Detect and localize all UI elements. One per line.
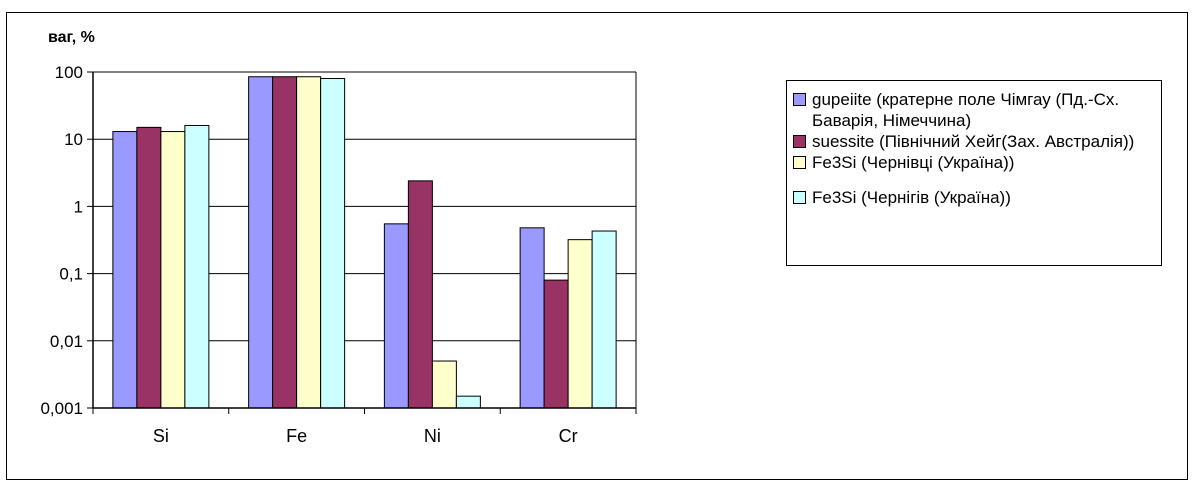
legend-label: gupeiite (кратерне поле Чімгау (Пд.-Сх. … xyxy=(812,90,1120,130)
bar-fe-series-0 xyxy=(248,76,274,409)
x-tick-label: Ni xyxy=(424,426,441,446)
bar-cr-series-2 xyxy=(567,239,593,409)
legend-item-suessite: suessite (Північний Хейг(Зах. Австралія)… xyxy=(793,131,1157,152)
bar-fe-series-2 xyxy=(296,76,322,409)
y-tick-label: 0,01 xyxy=(50,332,83,351)
bar-ni-series-0 xyxy=(383,223,409,409)
y-tick-label: 0,001 xyxy=(40,399,83,418)
x-tick-label: Cr xyxy=(559,426,578,446)
bar-cr-series-1 xyxy=(543,279,569,409)
bar-si-series-0 xyxy=(112,131,138,409)
legend-swatch xyxy=(793,93,806,106)
legend: gupeiite (кратерне поле Чімгау (Пд.-Сх. … xyxy=(786,80,1162,266)
y-tick-label: 10 xyxy=(64,130,83,149)
y-axis-title: ваг, % xyxy=(48,29,95,46)
bar-cr-series-3 xyxy=(591,230,617,409)
bar-fe-series-3 xyxy=(320,78,346,409)
bar-si-series-3 xyxy=(184,124,210,409)
bar-si-series-2 xyxy=(160,131,186,409)
legend-label: Fe3Si (Чернівці (Україна)) xyxy=(812,153,1015,172)
bar-ni-series-2 xyxy=(431,360,457,409)
y-tick-label: 0,1 xyxy=(59,265,83,284)
legend-swatch xyxy=(793,191,806,204)
x-tick-label: Fe xyxy=(286,426,307,446)
y-tick-label: 100 xyxy=(55,63,83,82)
bar-cr-series-0 xyxy=(519,227,545,409)
legend-swatch xyxy=(793,135,806,148)
legend-swatch xyxy=(793,156,806,169)
legend-label: suessite (Північний Хейг(Зах. Австралія)… xyxy=(812,132,1135,151)
y-tick-label: 1 xyxy=(74,197,83,216)
bar-fe-series-1 xyxy=(272,76,298,409)
x-tick-label: Si xyxy=(153,426,169,446)
bar-ni-series-3 xyxy=(455,395,481,409)
legend-label: Fe3Si (Чернігів (Україна)) xyxy=(812,188,1011,207)
bar-ni-series-1 xyxy=(407,180,433,409)
legend-item-fe3si-chernihiv: Fe3Si (Чернігів (Україна)) xyxy=(793,187,1157,208)
bar-si-series-1 xyxy=(136,126,162,409)
legend-item-gupeiite: gupeiite (кратерне поле Чімгау (Пд.-Сх. … xyxy=(793,89,1157,131)
legend-item-fe3si-chernivtsi: Fe3Si (Чернівці (Україна)) xyxy=(793,152,1157,173)
